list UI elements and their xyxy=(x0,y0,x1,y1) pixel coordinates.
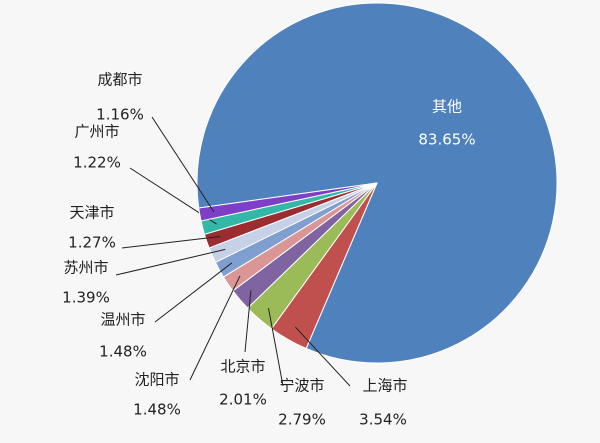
value-label: 1.22% xyxy=(73,154,121,172)
slice-label: 其他 xyxy=(432,98,462,116)
value-label: 1.16% xyxy=(96,106,144,124)
slice-label: 宁波市 xyxy=(279,377,324,395)
leader-line xyxy=(115,248,226,276)
leader-line xyxy=(154,262,233,323)
value-label: 1.48% xyxy=(133,401,181,419)
slice-label: 广州市 xyxy=(74,123,119,141)
leader-line xyxy=(294,326,351,387)
value-label: 2.01% xyxy=(219,391,267,409)
slice-label: 苏州市 xyxy=(63,259,108,277)
leader-line xyxy=(268,308,284,387)
slice-label: 北京市 xyxy=(220,358,265,376)
value-label: 2.79% xyxy=(278,411,326,429)
leader-line xyxy=(121,236,221,249)
slice-label: 成都市 xyxy=(97,71,142,89)
leader-line xyxy=(151,116,215,213)
slice-label: 沈阳市 xyxy=(134,371,179,389)
value-label: 83.65% xyxy=(418,131,475,149)
leader-line xyxy=(244,290,252,353)
slice-label: 天津市 xyxy=(69,204,114,222)
slice-label: 上海市 xyxy=(362,377,407,395)
slice-label: 温州市 xyxy=(100,311,145,329)
value-label: 1.27% xyxy=(68,234,116,252)
value-label: 1.39% xyxy=(62,289,110,307)
leader-line xyxy=(189,275,241,381)
value-label: 3.54% xyxy=(359,411,407,429)
pie-slice xyxy=(198,182,378,222)
value-label: 1.48% xyxy=(99,343,147,361)
